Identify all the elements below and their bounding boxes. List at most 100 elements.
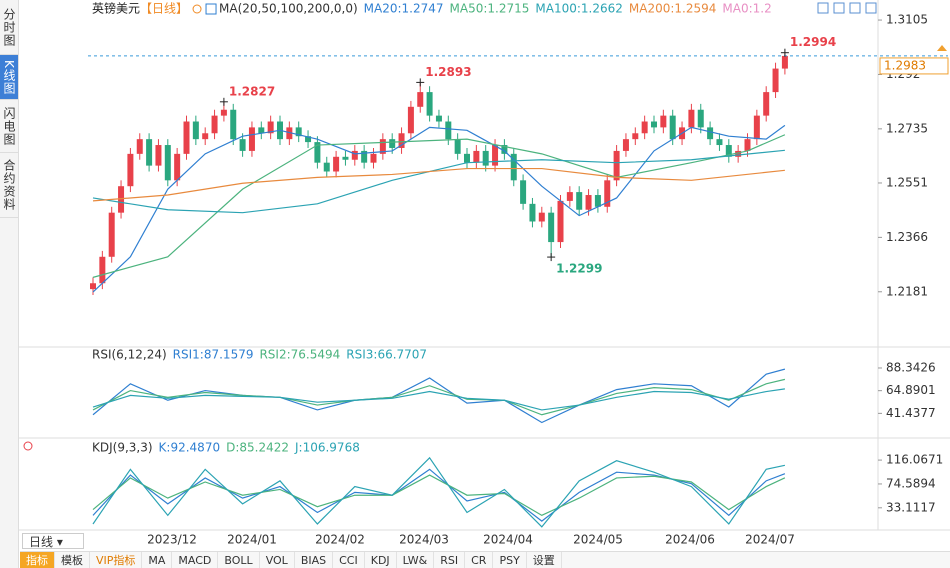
candle-body bbox=[594, 195, 601, 207]
date-label: 2024/03 bbox=[399, 533, 449, 547]
candle-body bbox=[482, 150, 489, 166]
candle-body bbox=[585, 195, 592, 210]
toolbar-item[interactable]: CCI bbox=[333, 552, 365, 568]
toolbar-item[interactable]: PSY bbox=[493, 552, 527, 568]
candle-body bbox=[716, 139, 723, 146]
candle-body bbox=[118, 186, 125, 213]
candle-body bbox=[314, 142, 321, 163]
candle-body bbox=[613, 150, 620, 181]
settings-icon[interactable] bbox=[192, 4, 202, 14]
candle-body bbox=[379, 139, 386, 154]
legend-text: MA20:1.2747 bbox=[364, 2, 444, 16]
legend-text: KDJ(9,3,3) bbox=[92, 441, 153, 455]
date-label: 2024/01 bbox=[227, 533, 277, 547]
y-tick-label: 74.5894 bbox=[886, 476, 936, 490]
current-price-box bbox=[879, 57, 949, 75]
y-tick-label: 1.2181 bbox=[886, 284, 928, 298]
toolbar: 指标 模板 VIP指标 MA MACD BOLL VOL BIAS CCI KDJ LW& RSI CR… bbox=[20, 551, 950, 568]
indicator-line bbox=[92, 134, 786, 278]
toolbar-item[interactable]: LW& bbox=[397, 552, 435, 568]
candle-body bbox=[323, 162, 330, 172]
date-label: 2023/12 bbox=[147, 533, 197, 547]
icon[interactable] bbox=[849, 2, 861, 14]
toolbar-item[interactable]: BIAS bbox=[295, 552, 334, 568]
candle-body bbox=[492, 145, 499, 166]
indicator-line bbox=[92, 124, 786, 293]
y-tick-label: 1.2551 bbox=[886, 175, 928, 189]
candle-body bbox=[622, 139, 629, 151]
candle-body bbox=[305, 136, 312, 143]
extreme-label: 1.2994 bbox=[790, 35, 836, 49]
toolbar-item[interactable]: CR bbox=[465, 552, 494, 568]
candle-body bbox=[164, 145, 171, 181]
date-label: 2024/06 bbox=[665, 533, 715, 547]
icon[interactable] bbox=[817, 2, 829, 14]
window-icons[interactable] bbox=[817, 2, 877, 14]
candle-body bbox=[641, 121, 648, 134]
date-label: 2024/05 bbox=[573, 533, 623, 547]
extreme-label: 1.2299 bbox=[556, 262, 602, 276]
toolbar-item[interactable]: KDJ bbox=[365, 552, 397, 568]
candle-body bbox=[707, 127, 714, 140]
y-tick-label: 1.2735 bbox=[886, 121, 928, 135]
legend-text: RSI2:76.5494 bbox=[259, 348, 340, 362]
icon[interactable] bbox=[833, 2, 845, 14]
indicator-icon bbox=[205, 3, 217, 15]
candle-body bbox=[230, 109, 237, 140]
candle-body bbox=[426, 92, 433, 116]
toolbar-item[interactable]: VOL bbox=[260, 552, 295, 568]
candle-body bbox=[417, 92, 424, 107]
candle-body bbox=[267, 121, 274, 134]
candle-body bbox=[398, 133, 405, 148]
candle-body bbox=[781, 55, 788, 69]
candle-body bbox=[333, 156, 340, 172]
period-select[interactable]: 日线 ▾ bbox=[22, 533, 84, 549]
candle-body bbox=[239, 139, 246, 151]
toolbar-item[interactable]: VIP指标 bbox=[90, 552, 143, 568]
candle-body bbox=[258, 127, 265, 134]
legend-text: MA50:1.2715 bbox=[450, 2, 530, 16]
toolbar-item[interactable]: BOLL bbox=[218, 552, 260, 568]
legend-text: RSI1:87.1579 bbox=[173, 348, 254, 362]
y-tick-label: 64.8901 bbox=[886, 383, 936, 397]
candle-body bbox=[688, 109, 695, 128]
indicator-line bbox=[92, 388, 785, 411]
candle-body bbox=[510, 153, 517, 181]
candle-body bbox=[90, 283, 96, 290]
candle-body bbox=[772, 68, 779, 93]
candle-body bbox=[464, 153, 470, 163]
candle-body bbox=[651, 121, 657, 128]
candle-body bbox=[669, 115, 676, 140]
toolbar-item[interactable]: 设置 bbox=[527, 552, 562, 568]
legend-text: MA0:1.2 bbox=[722, 2, 771, 16]
y-tick-label: 116.0671 bbox=[886, 453, 943, 467]
candle-body bbox=[454, 139, 461, 154]
candle-body bbox=[146, 139, 153, 166]
tab[interactable]: K线图 bbox=[0, 55, 18, 100]
legend-text: D:85.2422 bbox=[226, 441, 289, 455]
toolbar-item[interactable]: MA bbox=[142, 552, 173, 568]
candle-body bbox=[753, 115, 760, 140]
candle-body bbox=[725, 145, 732, 157]
tab[interactable]: 合约资料 bbox=[0, 153, 18, 218]
candle-body bbox=[660, 115, 667, 128]
indicator-line bbox=[92, 468, 786, 522]
toolbar-item[interactable]: 模板 bbox=[55, 552, 90, 568]
candle-body bbox=[697, 109, 704, 128]
candle-body bbox=[127, 153, 134, 187]
extreme-label: 1.2893 bbox=[425, 65, 471, 79]
sidebar: 分时图 K线图 闪电图 合约资料 bbox=[0, 0, 19, 568]
tab[interactable]: 闪电图 bbox=[0, 100, 18, 153]
icon[interactable] bbox=[865, 2, 877, 14]
candle-body bbox=[202, 133, 209, 140]
toolbar-item[interactable]: RSI bbox=[434, 552, 466, 568]
legend-text: MA200:1.2594 bbox=[629, 2, 717, 16]
candle-body bbox=[538, 212, 545, 222]
tab[interactable]: 分时图 bbox=[0, 0, 18, 55]
toolbar-item[interactable]: 指标 bbox=[20, 552, 55, 568]
indicator-icon[interactable] bbox=[23, 441, 33, 451]
toolbar-item[interactable]: MACD bbox=[172, 552, 219, 568]
candle-body bbox=[501, 145, 508, 154]
candle-body bbox=[576, 192, 583, 210]
